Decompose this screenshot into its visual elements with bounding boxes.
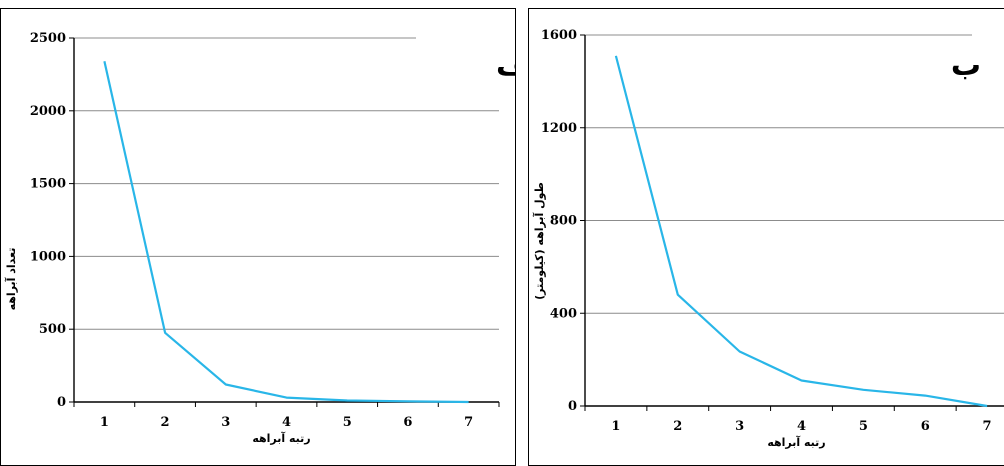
chart-title: ب: [951, 48, 981, 83]
y-tick-label: 400: [550, 306, 577, 321]
x-tick-label: 7: [464, 415, 473, 430]
x-tick-label: 5: [343, 415, 352, 430]
chart-panel-a: 0 500 1000 1500 2000 2500 1 2 3 4 5 6 7 رتبه آبراهه تع…: [0, 8, 516, 466]
y-tick-label: 1500: [30, 177, 66, 192]
x-tick-label: 2: [161, 415, 170, 430]
y-tick-label: 0: [568, 399, 577, 414]
y-tick-label: 1000: [30, 249, 66, 264]
y-tick-label: 2000: [30, 104, 66, 119]
chart-title: الف: [496, 48, 516, 83]
x-tick-label: 4: [797, 419, 806, 434]
x-tick-label: 2: [673, 419, 682, 434]
y-tick-label: 1600: [541, 28, 577, 43]
series-line: [103, 61, 469, 404]
x-tick-label: 3: [221, 415, 230, 430]
y-tick-label: 1200: [541, 121, 577, 136]
x-tick-label: 7: [983, 419, 992, 434]
x-tick-label: 6: [403, 415, 412, 430]
x-tick-label: 5: [859, 419, 868, 434]
chart-a-svg: 0 500 1000 1500 2000 2500 1 2 3 4 5 6 7 رتبه آبراهه تع…: [4, 31, 516, 445]
x-tick-label: 1: [100, 415, 109, 430]
series-line: [614, 55, 988, 408]
y-tick-label: 0: [57, 395, 66, 410]
y-axis-label: تعداد آبراهه: [4, 248, 18, 311]
x-tick-label: 4: [282, 415, 291, 430]
x-axis-label: رتبه آبراهه: [252, 431, 310, 445]
y-tick-label: 800: [550, 214, 577, 229]
x-tick-label: 3: [735, 419, 744, 434]
y-tick-label: 500: [39, 322, 66, 337]
y-axis-label: طول آبراهه (کیلومتر): [532, 182, 546, 300]
chart-panel-b: 0 400 800 1200 1600 1 2 3 4 5 6 7 رتبه آبراهه طول آبر…: [528, 8, 1004, 466]
x-tick-label: 1: [611, 419, 620, 434]
chart-b-svg: 0 400 800 1200 1600 1 2 3 4 5 6 7 رتبه آبراهه طول آبر…: [532, 28, 1004, 449]
x-tick-label: 6: [921, 419, 930, 434]
y-tick-label: 2500: [30, 31, 66, 46]
x-axis-label: رتبه آبراهه: [767, 435, 825, 449]
